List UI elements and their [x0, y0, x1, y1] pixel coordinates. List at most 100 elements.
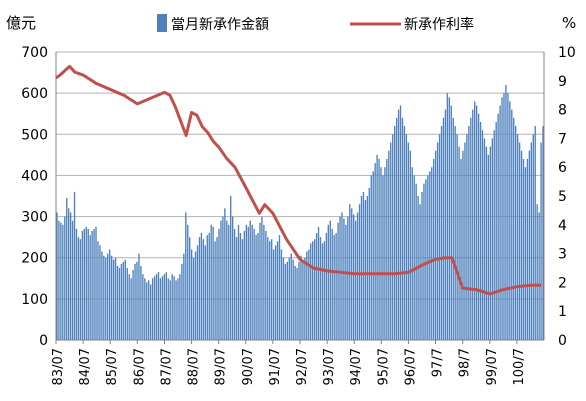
bar [360, 196, 363, 340]
bar [526, 158, 529, 340]
bar [411, 167, 413, 340]
bar [148, 280, 150, 340]
bar [312, 241, 314, 340]
legend-bar-label: 當月新承作金額 [171, 17, 269, 33]
legend: 當月新承作金額 新承作利率 [157, 14, 474, 33]
bar [185, 212, 187, 340]
bar [315, 233, 318, 340]
left-tick-label: 200 [21, 251, 48, 267]
bar [335, 233, 337, 340]
bar [278, 235, 281, 340]
left-tick-label: 700 [21, 45, 48, 61]
bar [226, 220, 228, 340]
bar [331, 228, 333, 340]
bar [450, 105, 452, 341]
bar [259, 222, 261, 340]
x-tick-label: 100/7 [512, 348, 527, 385]
bar [515, 126, 517, 340]
bar [177, 278, 179, 340]
bar [341, 212, 343, 340]
bar [230, 196, 232, 340]
bar [206, 235, 208, 340]
bar [286, 261, 288, 340]
bar [401, 117, 404, 340]
bar [405, 134, 408, 340]
bar [235, 237, 238, 340]
bar [64, 216, 66, 340]
bar [419, 204, 421, 340]
x-tick-label: 92/07 [295, 348, 310, 385]
bar [343, 218, 345, 340]
bar [501, 97, 503, 340]
bar [507, 93, 509, 340]
bar [173, 276, 175, 340]
bar [210, 224, 212, 340]
bar [85, 226, 87, 340]
x-tick-label: 88/07 [187, 348, 202, 385]
bar [310, 243, 312, 340]
bar [429, 171, 431, 340]
right-tick-label: 0 [558, 333, 567, 349]
right-tick-label: 4 [558, 218, 567, 234]
bar [364, 200, 367, 340]
bar [196, 245, 199, 340]
bar [136, 261, 138, 340]
bar [75, 228, 78, 340]
bar [464, 142, 466, 340]
right-tick-label: 10 [558, 45, 576, 61]
left-tick-label: 300 [21, 210, 48, 226]
bar [321, 243, 324, 340]
bar [427, 175, 429, 340]
bar [313, 239, 316, 340]
bar [431, 167, 433, 340]
x-tick-label: 97/7 [431, 348, 446, 377]
x-tick-label: 98/7 [458, 348, 473, 377]
bar [208, 233, 210, 340]
bar [304, 257, 306, 340]
interest-rate-line [55, 64, 542, 296]
bar [97, 241, 99, 340]
bar [409, 150, 411, 340]
bar [300, 255, 302, 340]
bar [181, 263, 183, 340]
left-axis-ticks: 0 100 200 300 400 500 600 700 [21, 45, 48, 349]
bar [105, 257, 107, 340]
x-axis-ticks: 83/07 84/07 85/07 86/07 87/07 88/07 89/07 90/07… [51, 340, 527, 385]
bar [167, 278, 169, 340]
bar [296, 268, 298, 340]
bar [520, 150, 523, 340]
bar [466, 134, 468, 340]
bar [390, 142, 392, 340]
bar [446, 93, 449, 340]
bar [399, 105, 402, 341]
bar [140, 265, 142, 340]
bar [438, 134, 441, 340]
bar [534, 126, 536, 340]
bar [126, 268, 128, 340]
bar [491, 138, 493, 340]
bar [212, 226, 214, 340]
x-tick-label: 96/07 [403, 348, 418, 385]
bar [214, 241, 216, 340]
bar [532, 134, 534, 340]
bar [362, 191, 365, 340]
bar [183, 253, 185, 340]
bar [393, 126, 396, 340]
bar [423, 183, 425, 340]
line-series [55, 64, 542, 296]
x-tick-label: 99/07 [485, 348, 500, 385]
bar [243, 230, 246, 340]
x-tick-label: 94/07 [349, 348, 364, 385]
bar [356, 212, 359, 340]
bar [239, 233, 242, 340]
bar [302, 261, 304, 340]
bar [536, 204, 538, 340]
bar [79, 239, 82, 340]
bar [276, 241, 279, 340]
x-tick-label: 85/07 [105, 348, 120, 385]
right-tick-label: 1 [558, 304, 567, 320]
bar [83, 228, 85, 340]
bar [81, 230, 84, 340]
bar [368, 187, 370, 340]
